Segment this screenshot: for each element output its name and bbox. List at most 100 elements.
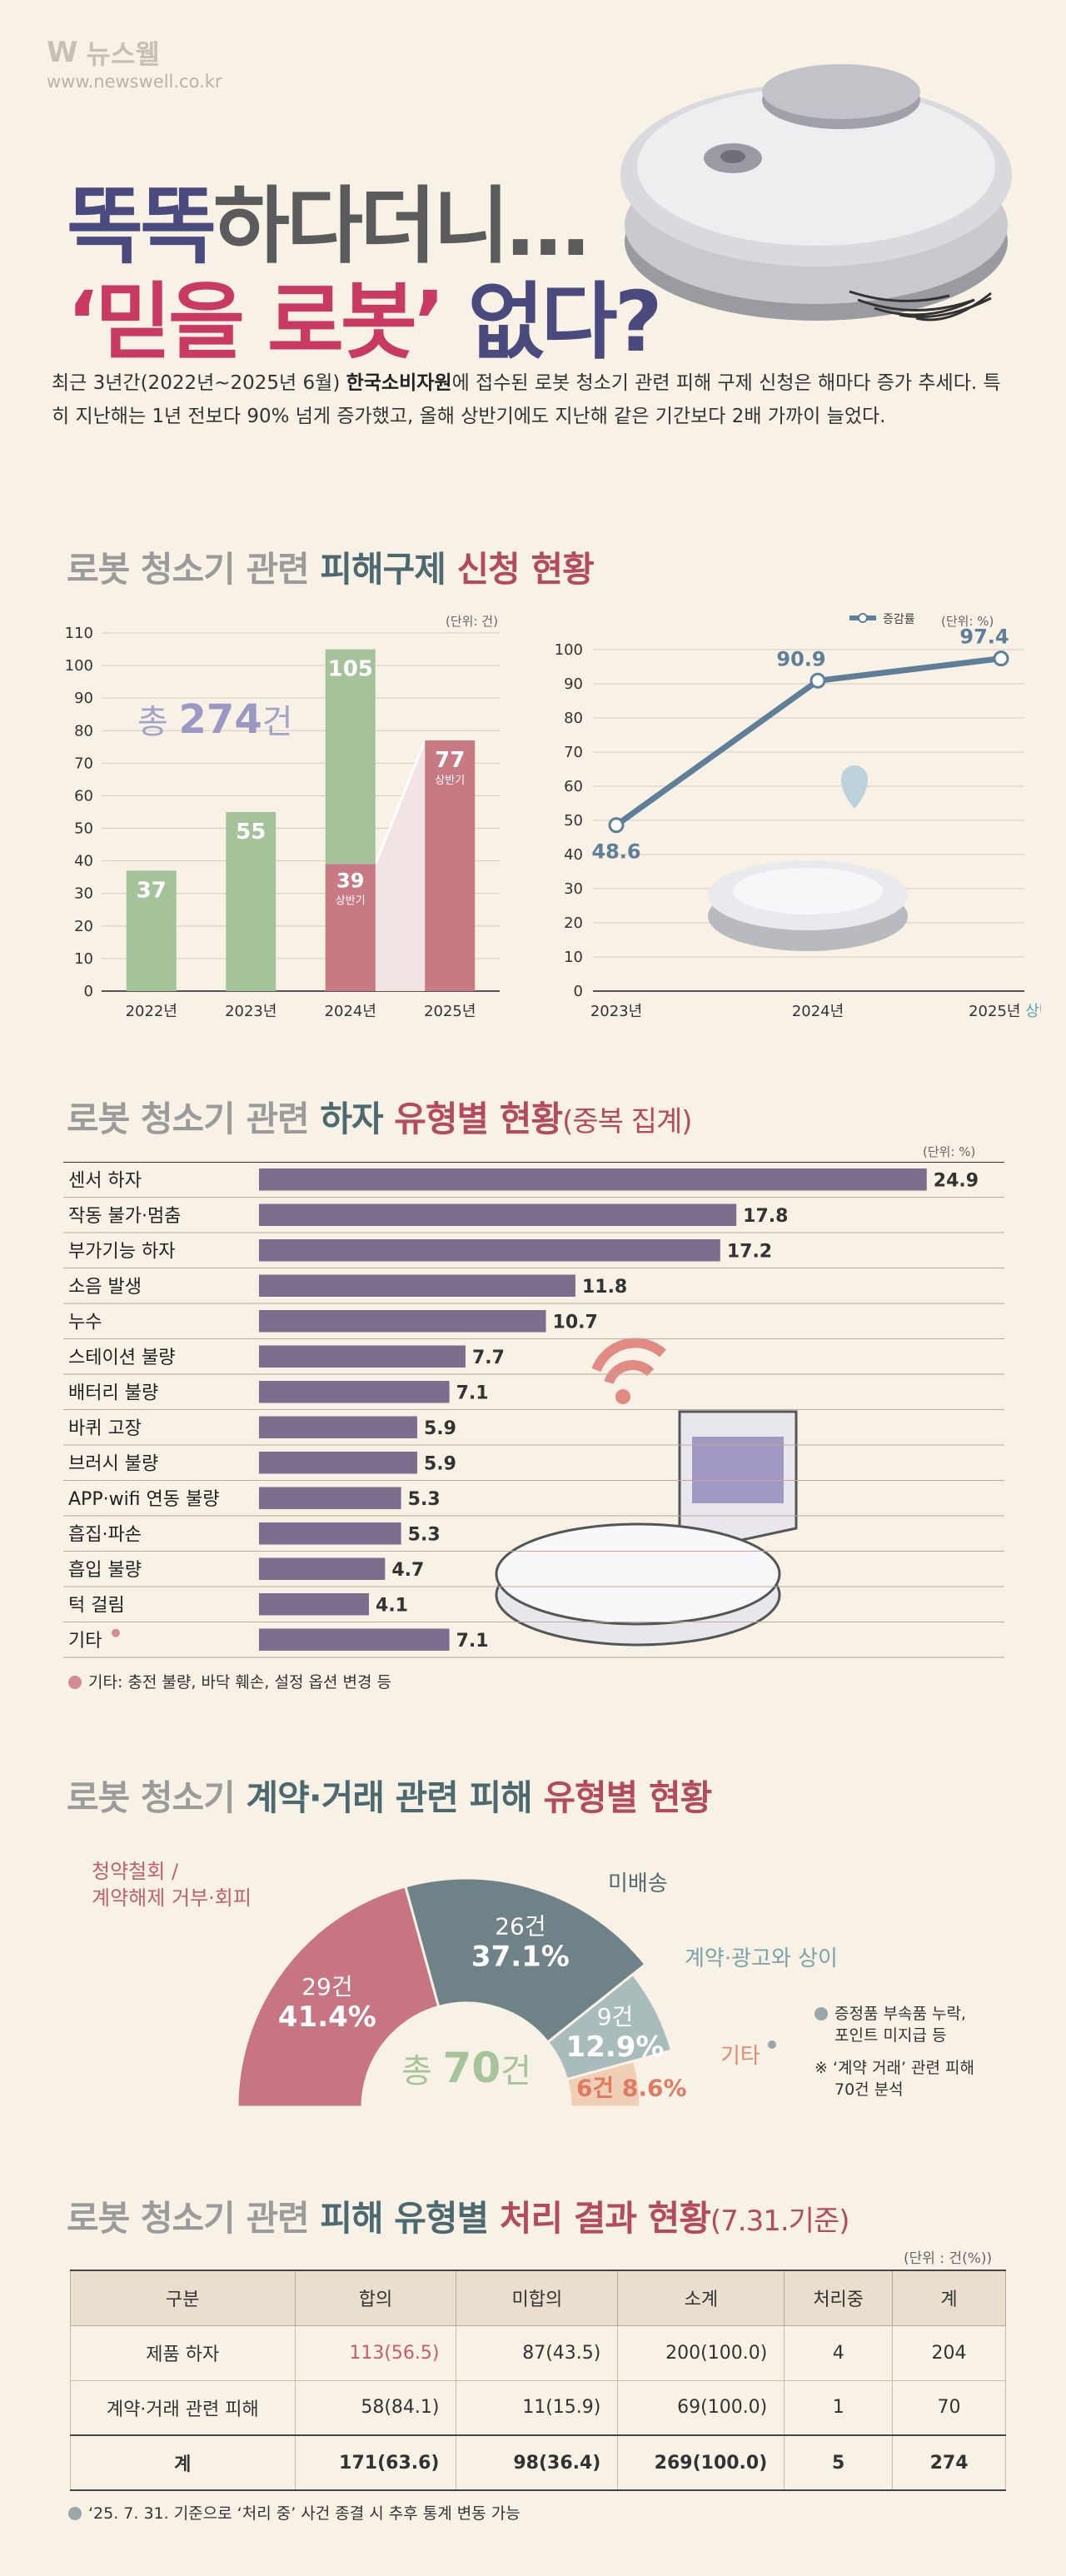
- defect-bar: [259, 1593, 370, 1616]
- section1-title: 로봇 청소기 관련 피해구제 신청 현황: [67, 541, 595, 592]
- defect-bar: [259, 1452, 417, 1474]
- wifi-icon-dot: [615, 1389, 630, 1404]
- table-cell: 1: [784, 2379, 894, 2436]
- section3-note2-line1: ※ ‘계약 거래’ 관련 피해: [814, 2059, 974, 2077]
- table-cell: 171(63.6): [294, 2434, 457, 2491]
- y-tick-label: 10: [564, 949, 583, 966]
- y-tick-label: 0: [84, 983, 93, 1000]
- table-cell: 200(100.0): [617, 2324, 785, 2381]
- first-half-caption: 상반기: [435, 775, 465, 787]
- section4-title-c: 피해 유형별: [320, 2198, 500, 2239]
- first-half-caption: 상반기: [336, 895, 366, 908]
- defect-value-label: 7.1: [456, 1631, 489, 1652]
- x-tick-label: 2022년: [126, 1003, 177, 1020]
- section1-title-b: 피해구제: [320, 549, 457, 590]
- table-cell: 5: [784, 2434, 894, 2491]
- defect-value-label: 4.7: [391, 1560, 424, 1581]
- slice-count-percent-label: 6건 8.6%: [576, 2074, 687, 2101]
- dock-window: [692, 1437, 784, 1503]
- table-cell: 58(84.1): [294, 2379, 457, 2436]
- y-tick-label: 100: [555, 641, 583, 659]
- defect-value-label: 7.7: [472, 1348, 505, 1368]
- y-tick-label: 60: [564, 778, 583, 795]
- category-label: 브러시 불량: [68, 1453, 158, 1474]
- category-label: 배터리 불량: [68, 1383, 158, 1403]
- category-label: 센서 하자: [68, 1170, 142, 1191]
- complaints-bar-chart: 0 10 20 30 40 50 60 70 80 90 100 110 37 2022년 55 2023년 3…: [65, 625, 500, 1020]
- bar-first-half-2024년: [325, 864, 376, 991]
- section2-title: 로봇 청소기 관련 하자 유형별 현황(중복 집계): [67, 1091, 693, 1142]
- section3-note1-line2: 포인트 미지급 등: [834, 2026, 947, 2045]
- y-tick-label: 0: [574, 983, 583, 1000]
- section1-title-a: 로봇 청소기 관련: [67, 549, 321, 590]
- category-label: 스테이션 불량: [68, 1348, 175, 1368]
- category-label: 작동 불가·멈춤: [68, 1206, 181, 1227]
- donut-slice: [545, 1972, 674, 2081]
- section4-title-e: (7.31.기준): [710, 2205, 850, 2238]
- y-tick-label: 30: [74, 885, 93, 903]
- bar-2022년: [126, 870, 177, 991]
- wifi-icon-arc2: [604, 1360, 655, 1385]
- section4-title-b: 관련: [246, 2198, 321, 2239]
- slice-count-label: 29건: [301, 1973, 352, 2001]
- intro-part2: 에 접수된 로봇 청소기 관련 피해 구제 신청은 해마다 증가 추세다. 특히…: [52, 372, 1001, 427]
- section2-title-b: 하자: [320, 1099, 395, 1139]
- headline-line2: ‘믿을 로봇’ 없다?: [67, 254, 663, 375]
- slice-name-label: 계약해제 거부·회피: [92, 1886, 252, 1910]
- table-header-cell: 처리중: [784, 2270, 894, 2326]
- growth-value-label: 97.4: [959, 625, 1009, 649]
- note-dot-icon: [814, 2007, 828, 2020]
- y-tick-label: 20: [74, 918, 93, 935]
- slice-percent-label: 12.9%: [566, 2030, 665, 2064]
- donut-slice: [403, 1876, 648, 2045]
- defect-bar: [259, 1557, 386, 1580]
- defect-bar: [259, 1203, 737, 1226]
- headline-line1: 똑똑하다더니…: [67, 158, 590, 279]
- table-cell: 4: [784, 2324, 894, 2381]
- y-tick-label: 110: [65, 625, 93, 642]
- section3-title-b: 계약·거래: [246, 1777, 396, 1818]
- section1-title-c: 신청 현황: [456, 549, 595, 590]
- y-tick-label: 40: [564, 846, 583, 864]
- defect-type-bar-chart: 센서 하자 24.9 작동 불가·멈춤 17.8 부가기능 하자 17.2 소음 발생 11.…: [63, 1162, 1004, 1658]
- location-pin-icon: [841, 765, 868, 809]
- section2-note: 기타: 충전 불량, 바닥 훼손, 설정 옵션 변경 등: [68, 1670, 391, 1692]
- section4-unit: (단위 : 건(%)): [904, 2250, 993, 2267]
- robot-dock-illustration: [495, 1338, 798, 1647]
- table-row: 계약·거래 관련 피해 58(84.1) 11(15.9) 69(100.0) …: [70, 2379, 1006, 2436]
- growth-point: [608, 817, 625, 834]
- donut-center-label: 총 70건: [401, 2044, 531, 2092]
- defect-value-label: 5.3: [408, 1524, 441, 1545]
- intro-bold: 한국소비자원: [346, 372, 452, 394]
- table-cell: 274: [892, 2434, 1006, 2491]
- y-tick-label: 30: [564, 880, 583, 898]
- headline-word-none: 없다?: [441, 273, 663, 371]
- section2-note-text: 기타: 충전 불량, 바닥 훼손, 설정 옵션 변경 등: [88, 1673, 391, 1692]
- table-header-cell: 미합의: [456, 2270, 619, 2326]
- defect-value-label: 5.9: [424, 1418, 456, 1439]
- defect-value-label: 5.3: [408, 1489, 441, 1510]
- logo-mark: W: [47, 36, 78, 69]
- defect-bar: [259, 1274, 575, 1297]
- defect-bar: [259, 1628, 450, 1651]
- section3-title-c: 관련 피해: [395, 1777, 544, 1818]
- category-label: 흡집·파손: [68, 1524, 142, 1545]
- donut-slice: [565, 2059, 642, 2109]
- defect-bar: [259, 1487, 401, 1509]
- table-cell: 11(15.9): [456, 2379, 619, 2436]
- defect-value-label: 11.8: [582, 1277, 627, 1298]
- bar-value-label: 37: [137, 878, 167, 903]
- defect-value-label: 4.1: [376, 1595, 408, 1616]
- slice-percent-label: 37.1%: [471, 1940, 570, 1973]
- table-cell: 204: [892, 2324, 1006, 2381]
- slice-name-label: 기타: [720, 2044, 760, 2069]
- section3-note2-line2: 70건 분석: [834, 2080, 904, 2099]
- section3-title: 로봇 청소기 계약·거래 관련 피해 유형별 현황: [67, 1770, 712, 1821]
- section3-note1-line1: 증정품 부속품 누락,: [834, 2005, 966, 2023]
- table-header-cell: 계: [892, 2270, 1006, 2326]
- y-tick-label: 50: [74, 820, 93, 838]
- section4-title-d: 처리 결과 현황: [499, 2198, 711, 2239]
- wifi-icon-arc1: [591, 1338, 666, 1373]
- table-cell: 87(43.5): [456, 2324, 619, 2381]
- bar-2025년: [425, 740, 476, 991]
